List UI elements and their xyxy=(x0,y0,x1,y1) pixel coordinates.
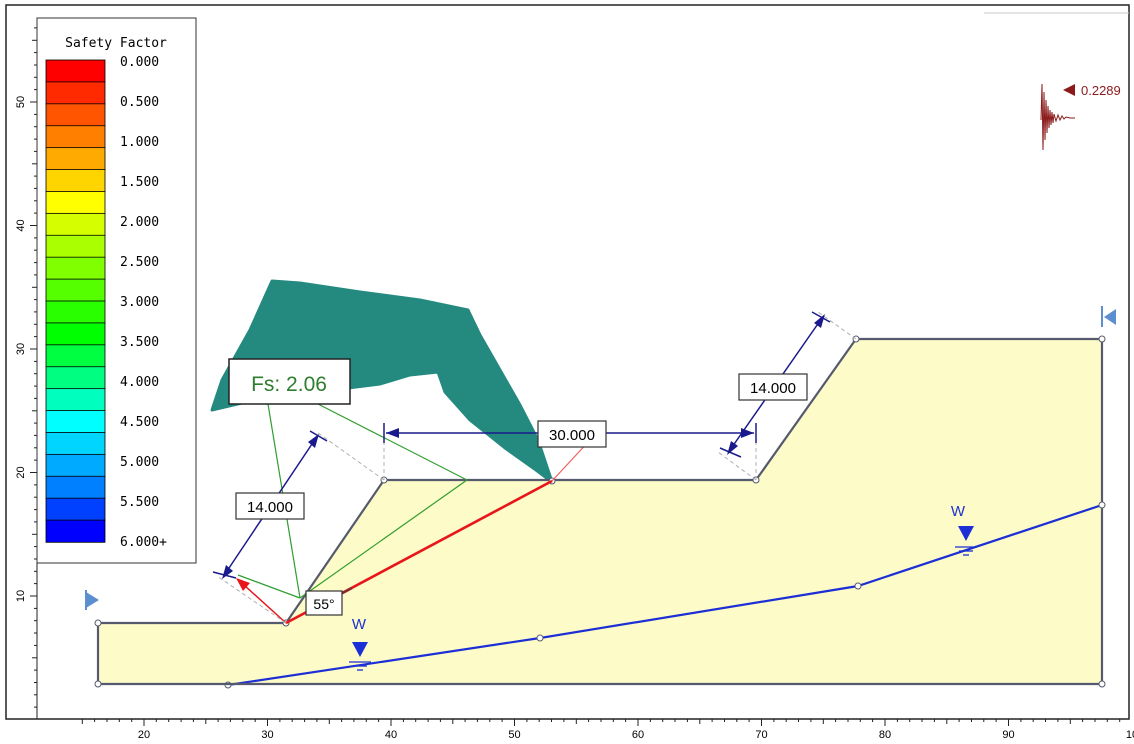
dim-value-upper-slope: 14.000 xyxy=(750,380,796,397)
water-vertex[interactable] xyxy=(854,582,862,590)
legend-swatches xyxy=(45,59,106,543)
dim-label-lower-slope[interactable]: 14.000 xyxy=(235,492,305,520)
legend-swatch xyxy=(45,234,106,258)
legend-swatch xyxy=(45,366,106,390)
legend-swatch xyxy=(45,125,106,149)
legend-swatch xyxy=(45,81,106,105)
water-marker-right-label: W xyxy=(951,503,966,520)
legend-swatch xyxy=(45,497,106,521)
boundary-vertex[interactable] xyxy=(1098,680,1106,688)
x-tick-label: 40 xyxy=(385,729,397,741)
dim-label-upper-slope[interactable]: 14.000 xyxy=(738,373,808,401)
boundary-vertex[interactable] xyxy=(1098,335,1106,343)
water-marker-left-label: W xyxy=(352,616,367,633)
trial-line xyxy=(237,574,301,599)
legend-label: 3.000 xyxy=(120,295,159,310)
legend-swatch xyxy=(45,519,106,543)
soil-region[interactable] xyxy=(98,339,1102,684)
legend-label: 4.500 xyxy=(120,415,159,430)
angle-label[interactable]: 55° xyxy=(305,590,343,616)
right-triangle-icon xyxy=(86,592,99,608)
x-tick-label: 20 xyxy=(138,729,150,741)
x-axis: 20 30 40 50 60 70 80 90 10 xyxy=(37,718,1134,741)
water-vertex[interactable] xyxy=(536,634,544,642)
legend-swatch xyxy=(45,147,106,171)
water-marker-left[interactable]: W xyxy=(349,616,371,671)
x-tick-label: 10 xyxy=(1126,729,1134,741)
x-tick-label: 30 xyxy=(261,729,273,741)
legend-swatch xyxy=(45,322,106,346)
legend-swatch xyxy=(45,432,106,456)
legend-label: 2.500 xyxy=(120,255,159,270)
x-tick-label: 70 xyxy=(755,729,767,741)
safety-factor-label[interactable]: Fs: 2.06 xyxy=(228,358,351,405)
legend-swatch xyxy=(45,388,106,412)
x-tick-label: 50 xyxy=(508,729,520,741)
legend-swatch xyxy=(45,169,106,193)
seismic-coefficient: 0.2289 xyxy=(1081,83,1121,98)
x-tick-label: 90 xyxy=(1002,729,1014,741)
legend-label: 6.000+ xyxy=(120,535,167,550)
right-boundary-marker[interactable] xyxy=(1101,306,1116,327)
water-level-triangle-icon xyxy=(352,642,368,657)
trial-line xyxy=(317,403,468,481)
legend-swatch xyxy=(45,256,106,280)
boundary-vertex[interactable] xyxy=(94,619,102,627)
legend-swatch xyxy=(45,453,106,477)
seismic-load[interactable]: 0.2289 xyxy=(1040,83,1121,154)
legend-label: 5.500 xyxy=(120,495,159,510)
legend-swatch xyxy=(45,103,106,127)
y-tick-label: 20 xyxy=(15,466,27,478)
seismic-arrow-icon xyxy=(1063,84,1075,96)
dim-value-lower-slope: 14.000 xyxy=(247,499,293,516)
legend-labels: 0.000 0.500 1.000 1.500 2.000 2.500 3.000 3.500… xyxy=(120,55,167,550)
legend-swatch xyxy=(45,59,106,83)
left-boundary-marker[interactable] xyxy=(85,590,99,610)
trial-line xyxy=(299,479,468,599)
legend-swatch xyxy=(45,344,106,368)
y-tick-label: 40 xyxy=(15,219,27,231)
legend-label: 3.500 xyxy=(120,335,159,350)
boundary-vertex[interactable] xyxy=(94,680,102,688)
water-marker-right[interactable]: W xyxy=(951,503,977,556)
dim-label-bench[interactable]: 30.000 xyxy=(537,420,607,448)
dim-value-bench: 30.000 xyxy=(549,427,595,444)
legend-label: 0.000 xyxy=(120,55,159,70)
legend-swatch xyxy=(45,278,106,302)
y-tick-label: 50 xyxy=(15,96,27,108)
water-level-triangle-icon xyxy=(958,526,974,541)
legend-swatch xyxy=(45,191,106,215)
left-triangle-icon xyxy=(1104,309,1116,325)
legend-label: 0.500 xyxy=(120,95,159,110)
y-tick-label: 10 xyxy=(15,590,27,602)
legend-title: Safety Factor xyxy=(65,36,167,51)
y-tick-label: 30 xyxy=(15,343,27,355)
water-table-line[interactable] xyxy=(227,503,1103,687)
legend-label: 1.500 xyxy=(120,175,159,190)
safety-factor-legend[interactable]: Safety Factor 0.000 0.500 1.000 1.500 2.000 2… xyxy=(36,17,197,564)
boundary-vertex[interactable] xyxy=(1098,501,1106,509)
safety-factor-value: Fs: 2.06 xyxy=(251,373,327,396)
angle-value: 55° xyxy=(313,596,334,612)
x-tick-label: 80 xyxy=(879,729,891,741)
failure-direction-arrow xyxy=(236,578,287,624)
legend-swatch xyxy=(45,212,106,236)
x-tick-label: 60 xyxy=(632,729,644,741)
trial-surface-lines xyxy=(237,403,468,599)
legend-swatch xyxy=(45,475,106,499)
legend-label: 2.000 xyxy=(120,215,159,230)
legend-label: 5.000 xyxy=(120,455,159,470)
seismic-waveform-icon xyxy=(1040,83,1075,151)
legend-label: 4.000 xyxy=(120,375,159,390)
legend-label: 1.000 xyxy=(120,135,159,150)
legend-swatch xyxy=(45,300,106,324)
legend-swatch xyxy=(45,410,106,434)
